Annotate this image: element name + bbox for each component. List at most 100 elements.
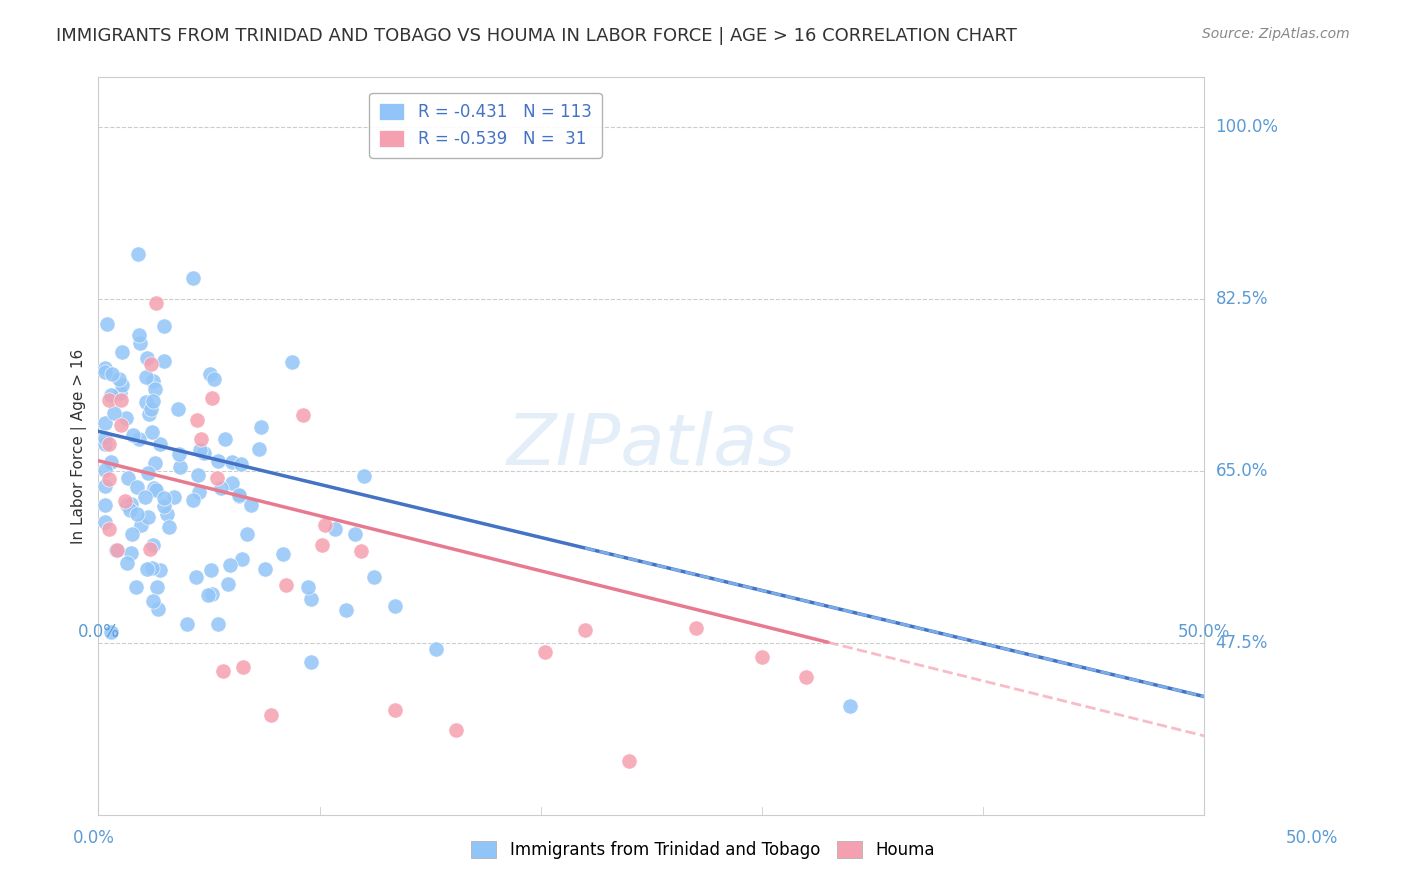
Point: [221, 455, 243, 469]
Text: IMMIGRANTS FROM TRINIDAD AND TOBAGO VS HOUMA IN LABOR FORCE | AGE > 16 CORRELATI: IMMIGRANTS FROM TRINIDAD AND TOBAGO VS H…: [56, 27, 1017, 45]
Point: [136, 510, 159, 524]
Point: [209, 481, 232, 495]
Point: [107, 372, 129, 386]
Text: 100.0%: 100.0%: [1216, 118, 1278, 136]
Point: [117, 471, 139, 485]
Point: [146, 601, 169, 615]
Point: [211, 664, 233, 678]
Point: [217, 576, 239, 591]
Point: [200, 563, 222, 577]
Point: [153, 499, 176, 513]
Point: [353, 468, 375, 483]
Point: [94, 515, 117, 529]
Point: [384, 599, 406, 614]
Point: [135, 395, 157, 409]
Point: [94, 431, 117, 445]
Point: [134, 491, 156, 505]
Point: [98, 393, 121, 408]
Text: 0.0%: 0.0%: [73, 829, 115, 847]
Point: [145, 382, 167, 396]
Point: [128, 327, 150, 342]
Point: [169, 447, 191, 461]
Point: [135, 351, 157, 365]
Point: [839, 699, 862, 714]
Point: [111, 345, 134, 359]
Point: [142, 394, 165, 409]
Point: [107, 543, 129, 558]
Point: [425, 641, 447, 656]
Point: [183, 492, 205, 507]
Point: [139, 402, 162, 417]
Point: [384, 703, 406, 717]
Point: [214, 432, 236, 446]
Point: [127, 247, 149, 261]
Point: [188, 484, 211, 499]
Point: [228, 488, 250, 502]
Point: [149, 563, 172, 577]
Point: [280, 355, 302, 369]
Point: [149, 437, 172, 451]
Point: [181, 271, 204, 285]
Point: [314, 517, 336, 532]
Point: [232, 660, 254, 674]
Point: [335, 603, 357, 617]
Point: [153, 353, 176, 368]
Point: [276, 578, 298, 592]
Legend: Immigrants from Trinidad and Tobago, Houma: Immigrants from Trinidad and Tobago, Hou…: [465, 834, 941, 866]
Point: [94, 365, 117, 379]
Point: [190, 432, 212, 446]
Point: [141, 357, 163, 371]
Point: [124, 580, 146, 594]
Point: [127, 508, 149, 522]
Point: [299, 591, 322, 606]
Point: [219, 558, 242, 573]
Point: [146, 581, 169, 595]
Point: [201, 587, 224, 601]
Point: [751, 650, 773, 665]
Legend: R = -0.431   N = 113, R = -0.539   N =  31: R = -0.431 N = 113, R = -0.539 N = 31: [370, 93, 602, 158]
Point: [115, 411, 138, 425]
Point: [534, 645, 557, 659]
Point: [297, 580, 319, 594]
Point: [271, 547, 294, 561]
Point: [118, 503, 141, 517]
Point: [94, 437, 117, 451]
Point: [115, 556, 138, 570]
Point: [349, 543, 371, 558]
Point: [291, 408, 314, 422]
Point: [156, 507, 179, 521]
Point: [115, 498, 138, 512]
Point: [120, 546, 142, 560]
Point: [145, 296, 167, 310]
Point: [344, 527, 367, 541]
Point: [202, 372, 225, 386]
Point: [228, 489, 250, 503]
Text: 65.0%: 65.0%: [1216, 461, 1268, 480]
Point: [444, 723, 467, 737]
Point: [162, 490, 184, 504]
Point: [145, 483, 167, 497]
Text: 82.5%: 82.5%: [1216, 290, 1268, 308]
Point: [153, 318, 176, 333]
Point: [794, 670, 817, 684]
Point: [186, 413, 208, 427]
Point: [100, 388, 122, 402]
Point: [169, 460, 191, 475]
Point: [142, 538, 165, 552]
Point: [142, 594, 165, 608]
Point: [201, 391, 224, 405]
Point: [198, 368, 221, 382]
Point: [110, 378, 132, 392]
Point: [120, 498, 142, 512]
Point: [104, 542, 127, 557]
Point: [323, 522, 346, 536]
Point: [260, 707, 283, 722]
Point: [110, 418, 132, 433]
Point: [138, 407, 160, 421]
Text: 0.0%: 0.0%: [77, 623, 120, 641]
Point: [135, 369, 157, 384]
Point: [98, 472, 121, 486]
Point: [299, 655, 322, 669]
Point: [685, 621, 707, 635]
Point: [141, 425, 163, 439]
